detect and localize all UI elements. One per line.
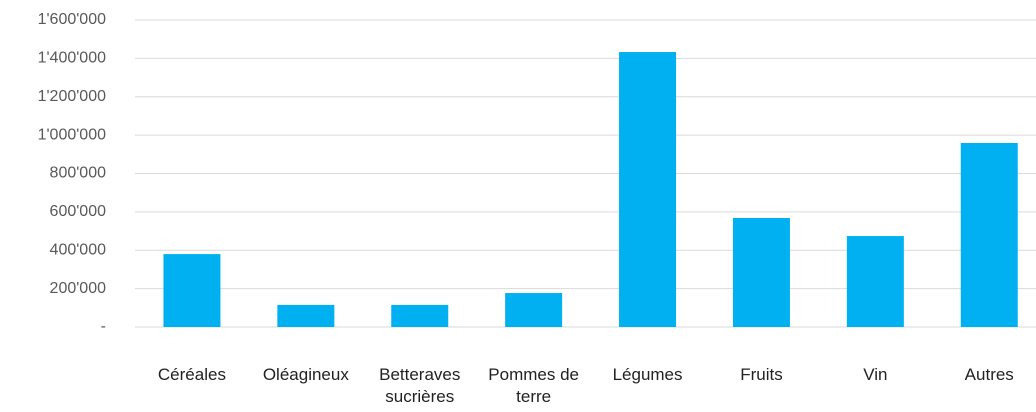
bar: [732, 218, 790, 327]
y-tick-label: 800'000: [50, 165, 107, 182]
bar: [163, 254, 221, 327]
x-tick-label: Oléagineux: [262, 365, 349, 384]
bar: [619, 52, 677, 328]
bar: [277, 304, 335, 327]
y-tick-label: -: [101, 318, 106, 335]
x-tick-label: Vin: [863, 365, 888, 384]
y-tick-label: 1'600'000: [38, 11, 107, 28]
bar: [505, 293, 563, 327]
y-tick-label: 1'000'000: [38, 126, 107, 143]
y-tick-label: 1'400'000: [38, 50, 107, 67]
bar: [846, 236, 904, 327]
x-tick-label: Fruits: [740, 365, 783, 384]
x-tick-label: Autres: [964, 365, 1014, 384]
bar: [960, 142, 1018, 327]
y-tick-label: 1'200'000: [38, 88, 107, 105]
x-tick-label: Pommes de terre: [488, 365, 579, 406]
bar: [391, 304, 449, 327]
x-tick-label: Céréales: [157, 365, 226, 384]
y-tick-label: 600'000: [50, 203, 107, 220]
y-tick-label: 200'000: [50, 280, 107, 297]
y-tick-label: 400'000: [50, 241, 107, 258]
x-tick-label: Betteraves sucrières: [379, 365, 461, 406]
x-tick-label: Légumes: [612, 365, 683, 384]
